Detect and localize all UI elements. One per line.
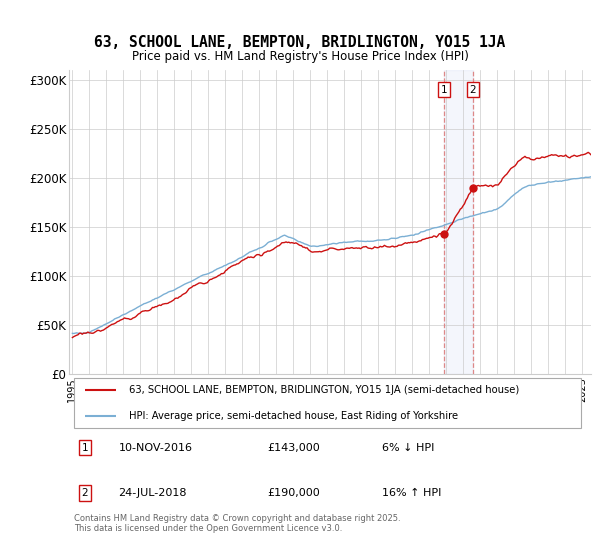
Bar xyxy=(444,70,473,374)
Text: Contains HM Land Registry data © Crown copyright and database right 2025.
This d: Contains HM Land Registry data © Crown c… xyxy=(74,514,401,533)
Text: 1: 1 xyxy=(82,442,88,452)
FancyBboxPatch shape xyxy=(74,378,581,428)
Text: 10-NOV-2016: 10-NOV-2016 xyxy=(119,442,193,452)
Text: 6% ↓ HPI: 6% ↓ HPI xyxy=(382,442,434,452)
Text: 63, SCHOOL LANE, BEMPTON, BRIDLINGTON, YO15 1JA: 63, SCHOOL LANE, BEMPTON, BRIDLINGTON, Y… xyxy=(94,35,506,50)
Text: 2: 2 xyxy=(82,488,88,498)
Text: 2: 2 xyxy=(470,85,476,95)
Text: £190,000: £190,000 xyxy=(268,488,320,498)
Text: 1: 1 xyxy=(441,85,448,95)
Text: Price paid vs. HM Land Registry's House Price Index (HPI): Price paid vs. HM Land Registry's House … xyxy=(131,50,469,63)
Text: £143,000: £143,000 xyxy=(268,442,320,452)
Text: 16% ↑ HPI: 16% ↑ HPI xyxy=(382,488,442,498)
Text: 63, SCHOOL LANE, BEMPTON, BRIDLINGTON, YO15 1JA (semi-detached house): 63, SCHOOL LANE, BEMPTON, BRIDLINGTON, Y… xyxy=(129,385,519,395)
Text: HPI: Average price, semi-detached house, East Riding of Yorkshire: HPI: Average price, semi-detached house,… xyxy=(129,412,458,421)
Text: 24-JUL-2018: 24-JUL-2018 xyxy=(119,488,187,498)
